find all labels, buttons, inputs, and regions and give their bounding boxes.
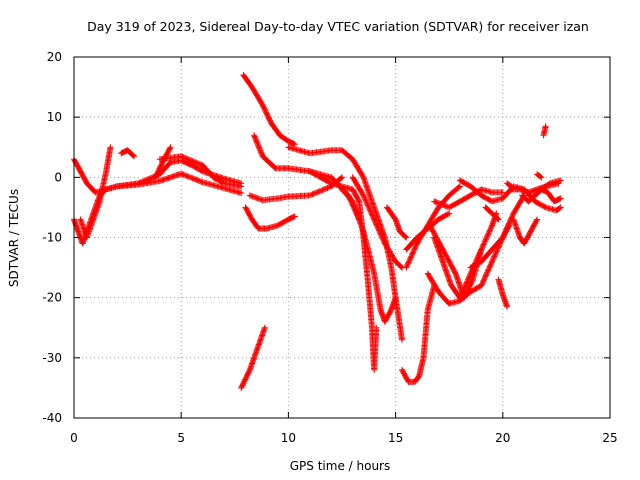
marker-trace [384,204,410,241]
series-trace-31 [495,276,511,310]
series-trace-25 [467,222,513,271]
series-trace-26 [482,204,502,223]
y-tick-label: -20 [42,291,62,305]
marker-trace [349,174,406,271]
x-tick-label: 5 [177,431,185,445]
series-trace-14 [339,186,399,325]
marker-trace [240,72,298,148]
y-tick-label: -30 [42,351,62,365]
marker-trace [238,324,268,391]
marker-trace [467,222,513,271]
series-trace-15 [349,174,406,271]
marker-trace [77,144,114,241]
series-trace-18 [403,210,453,253]
series-trace-4 [118,147,138,160]
x-tick-label: 20 [495,431,510,445]
x-tick-label: 10 [281,431,296,445]
series-trace-33 [534,171,545,181]
series-trace-12 [285,144,406,343]
marker-trace [242,204,298,232]
y-tick-label: -40 [42,411,62,425]
marker-trace [399,282,438,385]
series-trace-34 [504,180,515,190]
y-tick-label: 20 [47,50,62,64]
marker-trace [540,123,549,139]
series-trace-8 [240,72,298,148]
series-trace-13 [306,168,380,373]
x-tick-label: 25 [602,431,617,445]
marker-trace [403,210,453,253]
series-trace-3 [77,144,114,241]
marker-trace [403,183,463,271]
axis-ticks: 0 5 10 15 20 25 -40 -30 -20 -10 0 10 20 [42,50,617,445]
chart-title: Day 319 of 2023, Sidereal Day-to-day VTE… [87,19,589,34]
marker-trace [532,186,564,205]
y-tick-label: 10 [47,110,62,124]
x-axis-label: GPS time / hours [290,459,391,473]
x-tick-label: 0 [70,431,78,445]
marker-trace [534,171,545,181]
series-trace-6 [156,153,245,190]
series-trace-7 [238,324,268,391]
marker-trace [339,186,399,325]
marker-trace [118,147,138,160]
series-trace-17 [399,282,438,385]
marker-trace [495,276,511,310]
marker-trace [482,204,502,223]
x-tick-label: 15 [388,431,403,445]
marker-trace [510,216,541,247]
marker-trace [504,180,515,190]
series-trace-19 [403,183,463,271]
y-tick-label: -10 [42,231,62,245]
series-trace-16 [384,204,410,241]
y-axis-label: SDTVAR / TECUs [7,189,21,287]
series-trace-32 [540,123,549,139]
marker-trace [285,144,406,343]
marker-trace [306,168,380,373]
series-trace-30 [532,186,564,205]
data-layer [71,72,564,391]
y-tick-label: 0 [54,170,62,184]
series-trace-11 [242,204,298,232]
series-trace-27 [510,216,541,247]
marker-trace [156,153,245,190]
series-trace-29 [508,180,562,196]
marker-trace [508,180,562,196]
